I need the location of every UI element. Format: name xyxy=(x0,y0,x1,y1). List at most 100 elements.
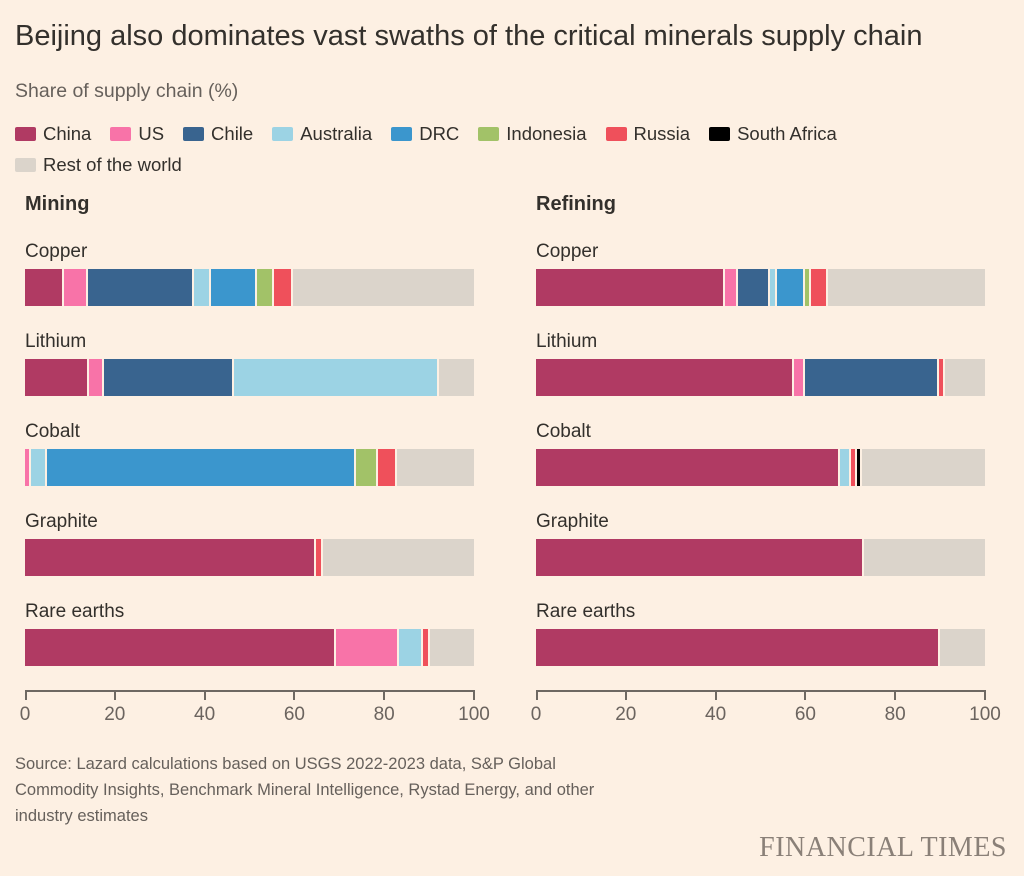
bar-segment-drc xyxy=(46,448,354,486)
x-axis-tick xyxy=(804,689,807,700)
chart-subtitle: Share of supply chain (%) xyxy=(15,79,239,102)
mineral-label-lithium: Lithium xyxy=(25,330,87,352)
source-note: Source: Lazard calculations based on USG… xyxy=(15,751,1024,829)
x-axis-tick xyxy=(203,689,206,700)
bar-segment-russia xyxy=(850,448,856,486)
mineral-label-lithium: Lithium xyxy=(536,330,598,352)
bar-segment-rest-of-the-world xyxy=(945,358,985,396)
x-axis-line xyxy=(25,689,474,692)
bar-segment-chile xyxy=(103,358,232,396)
bar-segment-chile xyxy=(737,268,769,306)
x-axis-tick xyxy=(536,689,538,700)
bar-segment-us xyxy=(335,628,398,666)
legend-swatch-indonesia xyxy=(478,126,500,141)
stacked-bar-refining-cobalt xyxy=(536,448,985,486)
bar-segment-rest-of-the-world xyxy=(397,448,474,486)
bar-segment-south-africa xyxy=(857,448,860,486)
mineral-label-cobalt: Cobalt xyxy=(536,420,591,442)
bar-segment-russia xyxy=(377,448,396,486)
legend-label: China xyxy=(43,122,92,144)
x-axis-tick xyxy=(714,689,717,700)
bar-row-mining-rare-earths: Rare earths xyxy=(25,600,474,666)
legend-item-indonesia: Indonesia xyxy=(478,122,587,146)
x-axis-tick-label: 60 xyxy=(794,703,816,725)
x-axis-tick xyxy=(624,689,627,700)
mineral-label-copper: Copper xyxy=(25,240,88,262)
legend-swatch-south-africa xyxy=(709,126,731,141)
mineral-label-copper: Copper xyxy=(536,240,599,262)
x-axis-tick-label: 100 xyxy=(458,703,490,725)
mineral-label-rare-earths: Rare earths xyxy=(25,600,125,622)
bar-segment-rest-of-the-world xyxy=(322,538,474,576)
bar-segment-russia xyxy=(274,268,292,306)
x-axis-tick-label: 0 xyxy=(530,703,542,725)
x-axis-tick-label: 40 xyxy=(705,703,727,725)
legend-item-chile: Chile xyxy=(183,122,253,146)
bar-segment-us xyxy=(88,358,102,396)
bar-row-mining-lithium: Lithium xyxy=(25,330,474,396)
bar-segment-drc xyxy=(211,268,255,306)
ft-logo: FINANCIAL TIMES xyxy=(759,832,1007,863)
bar-segment-rest-of-the-world xyxy=(429,628,474,666)
x-axis-mining: 0 20 40 60 80 100 xyxy=(20,689,490,725)
legend-item-south-africa: South Africa xyxy=(709,122,837,146)
bar-row-refining-copper: Copper xyxy=(536,240,985,306)
legend-item-russia: Russia xyxy=(605,122,690,146)
bar-segment-russia xyxy=(811,268,827,306)
x-axis-tick-label: 80 xyxy=(373,703,395,725)
bar-segment-us xyxy=(63,268,86,306)
bar-segment-china xyxy=(25,628,334,666)
x-axis-refining: 0 20 40 60 80 100 xyxy=(531,689,1001,725)
legend-label: US xyxy=(138,122,165,144)
stacked-bar-refining-graphite xyxy=(536,538,985,576)
source-line: Commodity Insights, Benchmark Mineral In… xyxy=(15,780,595,799)
bar-segment-rest-of-the-world xyxy=(861,448,985,486)
x-axis-tick-label: 100 xyxy=(969,703,1001,725)
panel-title-mining: Mining xyxy=(25,192,90,215)
bar-row-mining-graphite: Graphite xyxy=(25,510,474,576)
panel-mining: Mining Copper Lithium Cobalt Graphite Rare ea… xyxy=(20,192,490,725)
stacked-bar-mining-rare-earths xyxy=(25,628,474,666)
legend-swatch-china xyxy=(15,126,36,141)
bar-segment-indonesia xyxy=(804,268,810,306)
bar-segment-russia xyxy=(423,628,428,666)
legend-swatch-russia xyxy=(605,126,627,141)
x-axis-tick-label: 0 xyxy=(19,703,31,725)
stacked-bar-mining-cobalt xyxy=(25,448,474,486)
bar-row-mining-copper: Copper xyxy=(25,240,474,306)
bar-segment-rest-of-the-world xyxy=(293,268,474,306)
bar-segment-china xyxy=(536,358,792,396)
stacked-bar-refining-lithium xyxy=(536,358,985,396)
legend-label: DRC xyxy=(419,122,460,144)
bar-row-mining-cobalt: Cobalt xyxy=(25,420,474,486)
legend-swatch-rest-of-the-world xyxy=(15,157,36,172)
legend-swatch-australia xyxy=(272,126,294,141)
legend-label: South Africa xyxy=(737,122,837,144)
x-axis-tick xyxy=(25,689,27,700)
x-axis-tick xyxy=(293,689,296,700)
bar-segment-china xyxy=(536,448,839,486)
legend-label: Rest of the world xyxy=(43,153,182,175)
bar-segment-china xyxy=(536,628,939,666)
bar-row-refining-rare-earths: Rare earths xyxy=(536,600,985,666)
legend-item-rest-of-the-world: Rest of the world xyxy=(15,153,182,177)
stacked-bar-mining-copper xyxy=(25,268,474,306)
stacked-bar-refining-copper xyxy=(536,268,985,306)
bar-segment-chile xyxy=(804,358,937,396)
x-axis-tick-label: 40 xyxy=(194,703,216,725)
legend-swatch-drc xyxy=(391,126,413,141)
stacked-bar-mining-lithium xyxy=(25,358,474,396)
legend-label: Chile xyxy=(211,122,254,144)
bar-segment-china xyxy=(25,268,62,306)
bar-row-refining-graphite: Graphite xyxy=(536,510,985,576)
mineral-label-cobalt: Cobalt xyxy=(25,420,80,442)
bar-segment-drc xyxy=(776,268,803,306)
chart-title: Beijing also dominates vast swaths of th… xyxy=(15,20,923,52)
bar-segment-australia xyxy=(770,268,775,306)
legend-item-drc: DRC xyxy=(391,122,459,146)
x-axis-tick xyxy=(894,689,897,700)
x-axis-tick xyxy=(473,689,475,700)
bar-segment-chile xyxy=(87,268,193,306)
bar-segment-indonesia xyxy=(256,268,273,306)
